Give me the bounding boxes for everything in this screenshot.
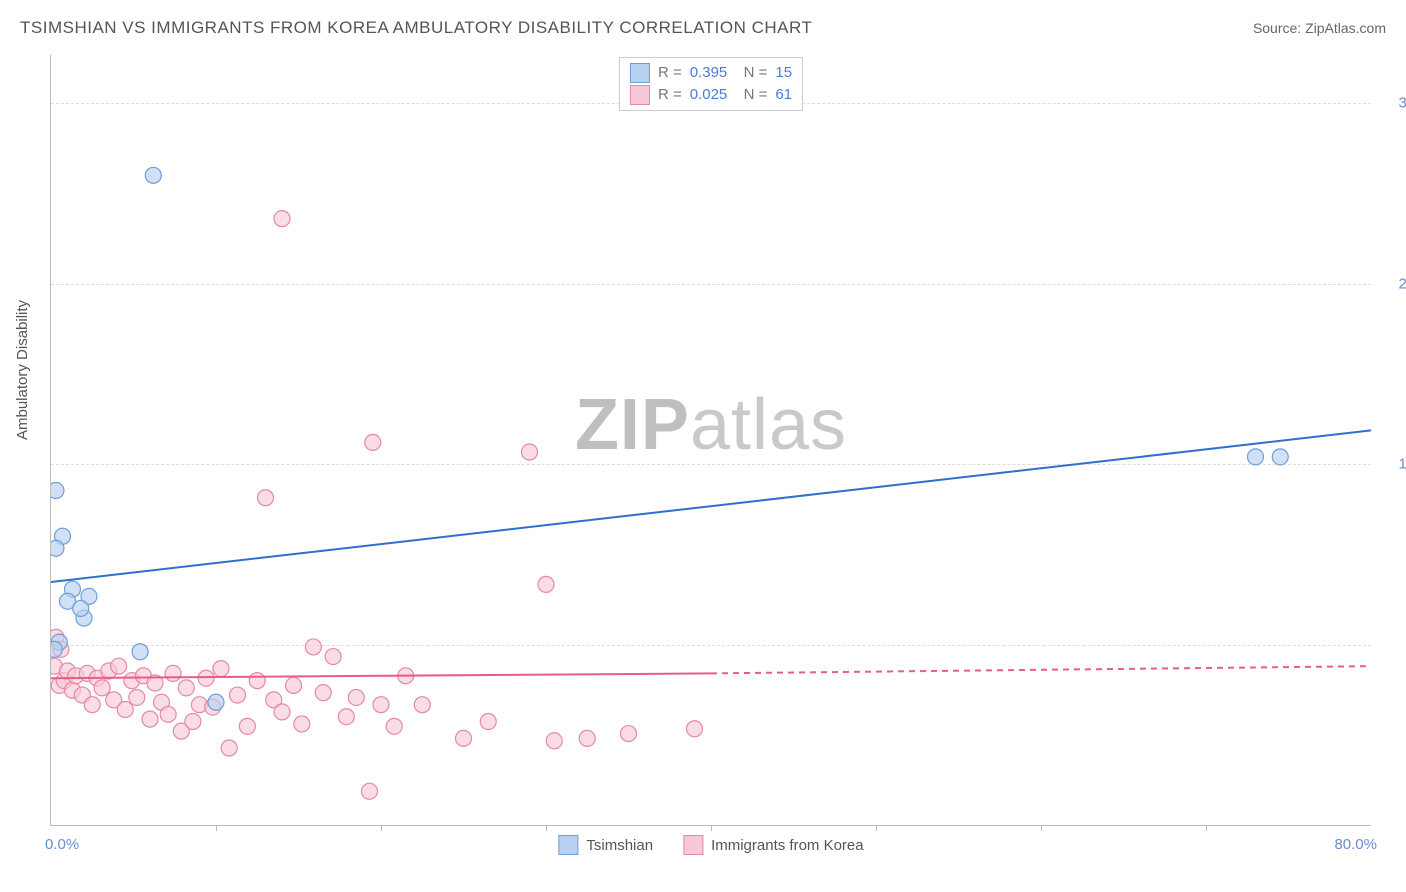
data-point: [165, 665, 181, 681]
chart-canvas: [51, 55, 1371, 825]
data-point: [132, 644, 148, 660]
swatch-korea-icon: [683, 835, 703, 855]
swatch-tsimshian-icon: [558, 835, 578, 855]
y-tick-label: 30.0%: [1381, 95, 1406, 112]
data-point: [51, 483, 64, 499]
data-point: [51, 641, 62, 657]
data-point: [315, 685, 331, 701]
legend-stats: R =0.395 N =15 R =0.025 N =61: [619, 57, 803, 111]
swatch-korea-icon: [630, 85, 650, 105]
data-point: [185, 714, 201, 730]
data-point: [229, 687, 245, 703]
legend-item-tsimshian: Tsimshian: [558, 835, 653, 855]
chart-source: Source: ZipAtlas.com: [1253, 20, 1386, 36]
data-point: [294, 716, 310, 732]
data-point: [386, 718, 402, 734]
data-point: [145, 167, 161, 183]
data-point: [198, 670, 214, 686]
data-point: [373, 697, 389, 713]
data-point: [274, 211, 290, 227]
data-point: [129, 689, 145, 705]
legend-stats-row-1: R =0.395 N =15: [630, 62, 792, 84]
data-point: [94, 680, 110, 696]
data-point: [538, 576, 554, 592]
legend-stats-row-2: R =0.025 N =61: [630, 84, 792, 106]
y-tick-label: 7.5%: [1381, 636, 1406, 653]
y-tick-label: 15.0%: [1381, 456, 1406, 473]
data-point: [414, 697, 430, 713]
data-point: [361, 783, 377, 799]
data-point: [142, 711, 158, 727]
x-tick: [381, 825, 382, 831]
x-min-label: 0.0%: [45, 836, 79, 853]
plot-area: ZIPatlas R =0.395 N =15 R =0.025 N =61 0…: [50, 55, 1371, 826]
regression-line: [51, 430, 1371, 582]
regression-line: [711, 666, 1371, 673]
data-point: [338, 709, 354, 725]
data-point: [348, 689, 364, 705]
data-point: [480, 714, 496, 730]
data-point: [687, 721, 703, 737]
data-point: [325, 649, 341, 665]
data-point: [546, 733, 562, 749]
x-tick: [1041, 825, 1042, 831]
data-point: [579, 730, 595, 746]
swatch-tsimshian-icon: [630, 63, 650, 83]
y-tick-label: 22.5%: [1381, 275, 1406, 292]
data-point: [1272, 449, 1288, 465]
data-point: [239, 718, 255, 734]
x-tick: [546, 825, 547, 831]
data-point: [117, 702, 133, 718]
legend-series: Tsimshian Immigrants from Korea: [558, 835, 863, 855]
data-point: [160, 706, 176, 722]
legend-item-korea: Immigrants from Korea: [683, 835, 864, 855]
data-point: [178, 680, 194, 696]
data-point: [621, 726, 637, 742]
data-point: [213, 661, 229, 677]
data-point: [305, 639, 321, 655]
data-point: [258, 490, 274, 506]
data-point: [286, 677, 302, 693]
data-point: [84, 697, 100, 713]
x-tick: [711, 825, 712, 831]
x-tick: [1206, 825, 1207, 831]
legend-label-tsimshian: Tsimshian: [586, 837, 653, 854]
x-tick: [876, 825, 877, 831]
chart-title: TSIMSHIAN VS IMMIGRANTS FROM KOREA AMBUL…: [20, 18, 812, 38]
data-point: [51, 540, 64, 556]
data-point: [221, 740, 237, 756]
y-axis-label: Ambulatory Disability: [14, 300, 31, 440]
data-point: [249, 673, 265, 689]
data-point: [274, 704, 290, 720]
data-point: [208, 694, 224, 710]
data-point: [365, 434, 381, 450]
legend-label-korea: Immigrants from Korea: [711, 837, 864, 854]
x-max-label: 80.0%: [1334, 836, 1377, 853]
data-point: [456, 730, 472, 746]
data-point: [1248, 449, 1264, 465]
x-tick: [216, 825, 217, 831]
data-point: [73, 600, 89, 616]
data-point: [522, 444, 538, 460]
chart-header: TSIMSHIAN VS IMMIGRANTS FROM KOREA AMBUL…: [20, 18, 1386, 38]
data-point: [111, 658, 127, 674]
